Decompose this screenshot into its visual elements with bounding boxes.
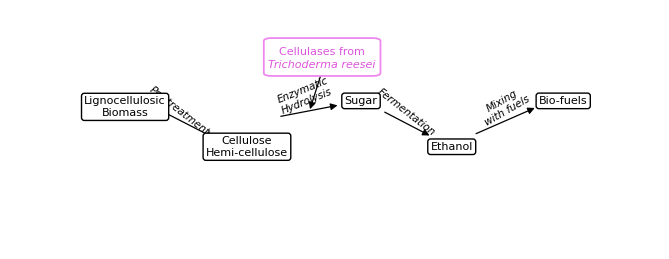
- Text: Bio-fuels: Bio-fuels: [539, 96, 587, 106]
- Text: Fermentation: Fermentation: [376, 86, 438, 138]
- FancyBboxPatch shape: [264, 38, 381, 76]
- Text: Pre-treatment: Pre-treatment: [148, 84, 211, 137]
- Text: Ethanol: Ethanol: [431, 142, 473, 152]
- Text: Mixing
with fuels: Mixing with fuels: [478, 84, 532, 128]
- Text: Sugar: Sugar: [345, 96, 377, 106]
- Text: Lignocellulosic
Biomass: Lignocellulosic Biomass: [84, 96, 166, 118]
- Text: Cellulases from: Cellulases from: [279, 47, 365, 57]
- Text: Enzymatic
Hydrolysis: Enzymatic Hydrolysis: [276, 76, 334, 116]
- Text: Trichoderma reesei: Trichoderma reesei: [268, 60, 376, 70]
- Text: Cellulose
Hemi-cellulose: Cellulose Hemi-cellulose: [206, 136, 288, 157]
